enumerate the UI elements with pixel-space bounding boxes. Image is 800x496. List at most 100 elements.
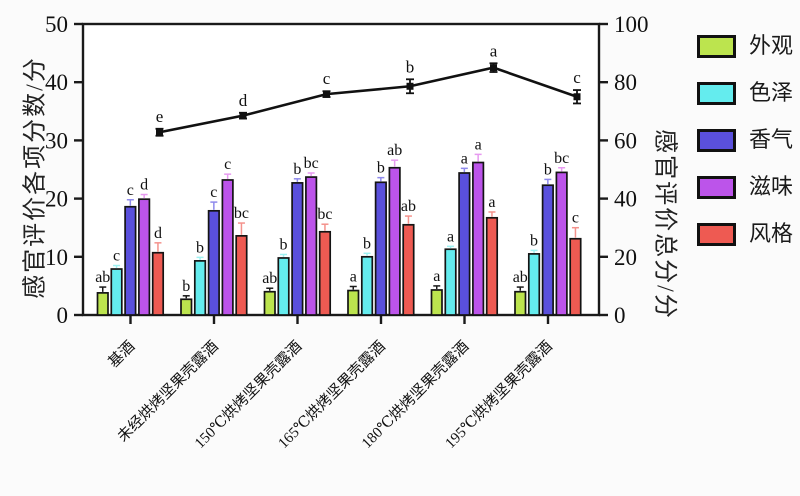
- left-axis-tick-label: 40: [45, 70, 68, 95]
- legend-swatch-香气: [697, 128, 736, 152]
- bar-香气: [291, 182, 304, 316]
- chart-legend: 外观色泽香气滋味风格: [697, 33, 793, 268]
- left-axis-tick-label: 50: [45, 12, 68, 37]
- line-significance-letter: b: [406, 57, 415, 76]
- legend-swatch-风格: [697, 222, 736, 246]
- line-marker: [239, 112, 247, 120]
- bar-外观: [430, 289, 443, 316]
- right-axis-tick-label: 80: [614, 70, 637, 95]
- bar-外观: [180, 298, 193, 316]
- bar-滋味: [555, 171, 568, 316]
- legend-label: 风格: [749, 221, 794, 246]
- significance-letter: bc: [234, 205, 249, 222]
- legend-item: 滋味: [697, 174, 793, 200]
- bar-滋味: [305, 176, 318, 316]
- significance-letter: bc: [554, 150, 569, 167]
- right-axis-tick-label: 0: [614, 303, 626, 328]
- significance-letter: ab: [95, 269, 110, 286]
- right-axis-tick-label: 100: [614, 12, 649, 37]
- significance-letter: b: [544, 161, 552, 178]
- line-significance-letter: a: [490, 41, 498, 60]
- significance-letter: b: [182, 278, 190, 295]
- significance-letter: c: [210, 184, 217, 201]
- significance-letter: c: [572, 210, 579, 227]
- significance-letter: bc: [304, 155, 319, 172]
- bar-滋味: [472, 161, 485, 316]
- right-axis-tick-label: 20: [614, 245, 637, 270]
- significance-letter: c: [224, 156, 231, 173]
- bar-风格: [318, 230, 332, 316]
- bar-风格: [151, 251, 165, 316]
- significance-letter: a: [350, 268, 357, 285]
- legend-item: 香气: [697, 127, 793, 153]
- significance-letter: d: [154, 225, 162, 242]
- line-significance-letter: c: [573, 68, 581, 87]
- bar-香气: [458, 172, 471, 316]
- x-tick-label: 基酒: [105, 338, 138, 371]
- bar-外观: [514, 290, 527, 316]
- legend-label: 滋味: [749, 174, 794, 199]
- bar-色泽: [444, 248, 457, 316]
- bar-色泽: [527, 253, 541, 316]
- bar-香气: [541, 184, 554, 316]
- bar-风格: [235, 234, 248, 316]
- total-score-line: [159, 66, 578, 134]
- legend-swatch-色泽: [697, 81, 736, 105]
- bar-色泽: [360, 255, 374, 316]
- line-marker: [406, 82, 414, 90]
- line-marker: [156, 128, 163, 136]
- significance-letter: d: [140, 177, 148, 194]
- bar-风格: [485, 216, 499, 316]
- significance-letter: a: [433, 268, 440, 285]
- significance-letter: b: [280, 236, 288, 253]
- significance-letter: bc: [317, 206, 332, 223]
- legend-swatch-外观: [697, 34, 736, 58]
- legend-item: 风格: [697, 221, 793, 247]
- bar-色泽: [277, 257, 290, 316]
- legend-label: 香气: [749, 127, 794, 152]
- line-significance-letter: c: [323, 69, 331, 88]
- plot-frame: [81, 22, 601, 317]
- significance-letter: ab: [401, 198, 416, 215]
- left-axis-tick-label: 30: [45, 128, 68, 153]
- line-significance-letter: e: [156, 107, 164, 126]
- line-significance-letter: d: [239, 91, 248, 110]
- significance-letter: ab: [262, 270, 277, 287]
- left-axis-tick-label: 20: [45, 187, 68, 212]
- bar-香气: [374, 181, 387, 316]
- significance-letter: a: [475, 136, 482, 153]
- bar-香气: [207, 209, 220, 316]
- significance-letter: b: [293, 161, 301, 178]
- significance-letter: ab: [387, 142, 402, 159]
- bar-外观: [96, 292, 109, 316]
- legend-label: 色泽: [749, 80, 794, 105]
- significance-letter: c: [113, 248, 120, 265]
- bar-外观: [347, 289, 360, 316]
- bar-滋味: [388, 166, 401, 316]
- bar-香气: [124, 205, 137, 316]
- bar-风格: [402, 223, 415, 316]
- significance-letter: a: [447, 228, 454, 245]
- line-marker: [490, 64, 497, 72]
- bar-滋味: [138, 198, 151, 316]
- legend-item: 外观: [697, 33, 793, 59]
- legend-item: 色泽: [697, 80, 793, 106]
- right-axis-tick-label: 60: [614, 128, 637, 153]
- significance-letter: b: [363, 235, 371, 252]
- right-axis-tick-label: 40: [614, 187, 637, 212]
- significance-letter: a: [488, 194, 495, 211]
- significance-letter: b: [530, 232, 538, 249]
- legend-label: 外观: [749, 33, 794, 58]
- significance-letter: b: [377, 160, 385, 177]
- significance-letter: c: [127, 182, 134, 199]
- bar-色泽: [110, 268, 123, 316]
- bar-滋味: [221, 179, 234, 316]
- line-marker: [323, 90, 330, 98]
- left-axis-tick-label: 0: [57, 303, 69, 328]
- left-axis-tick-label: 10: [45, 245, 68, 270]
- significance-letter: b: [196, 239, 204, 256]
- legend-swatch-滋味: [697, 175, 736, 199]
- significance-letter: ab: [513, 269, 528, 286]
- bar-外观: [263, 290, 276, 316]
